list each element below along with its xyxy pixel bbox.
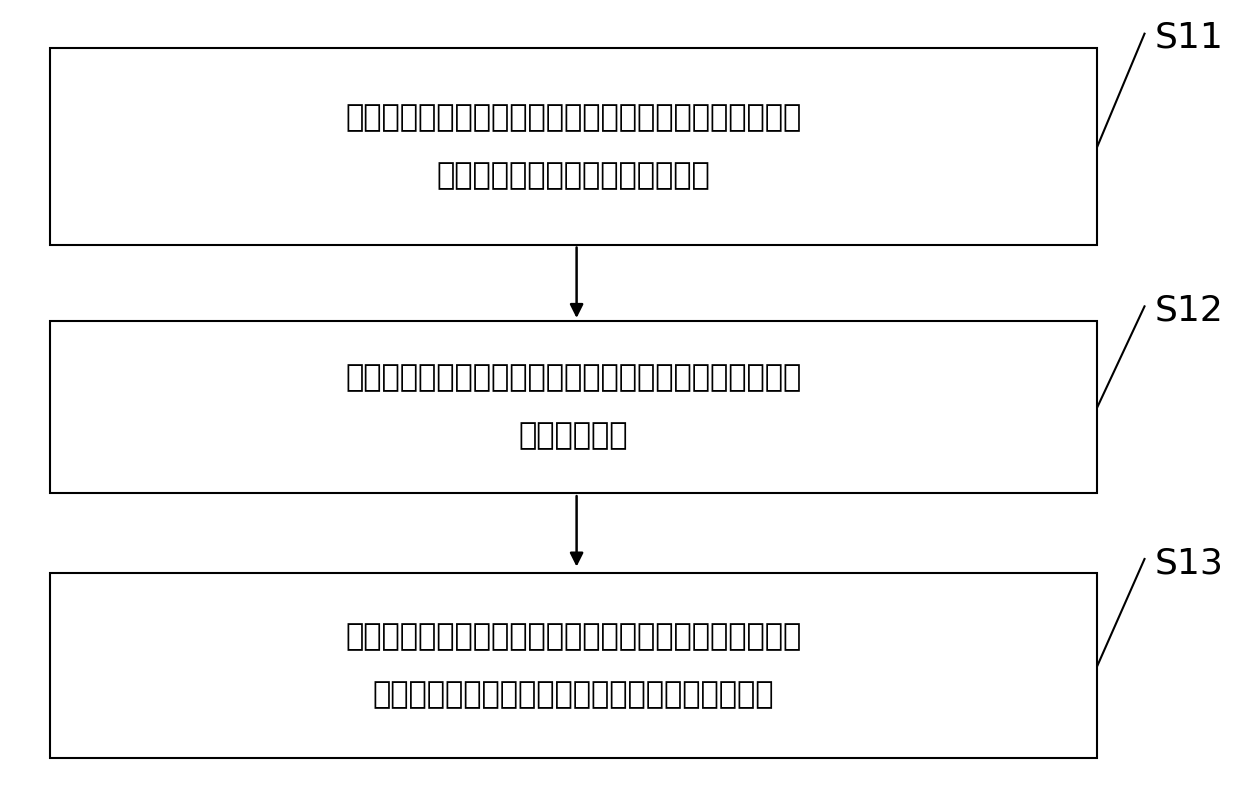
Text: 域中存在第一感知定位模块的信息: 域中存在第一感知定位模块的信息 xyxy=(436,160,711,190)
Text: S13: S13 xyxy=(1154,546,1224,580)
Text: 根据所述通知信息，向所述预定区域的第一感知定位模块: 根据所述通知信息，向所述预定区域的第一感知定位模块 xyxy=(346,363,801,393)
Text: S12: S12 xyxy=(1154,294,1224,327)
Text: 接收预定区域的通知信息，所述通知信息包括所述预定区: 接收预定区域的通知信息，所述通知信息包括所述预定区 xyxy=(346,103,801,132)
Text: 发送接入请求: 发送接入请求 xyxy=(518,421,629,451)
Bar xyxy=(50,321,1097,493)
Bar xyxy=(50,48,1097,245)
Text: S11: S11 xyxy=(1154,21,1224,55)
Bar xyxy=(50,573,1097,758)
Text: 述感知定位信息确定针对自动驾驶车辆的控制信息: 述感知定位信息确定针对自动驾驶车辆的控制信息 xyxy=(373,680,774,709)
Text: 接收所述第一感知定位模块提供的感知定位信息，根据所: 接收所述第一感知定位模块提供的感知定位信息，根据所 xyxy=(346,622,801,651)
